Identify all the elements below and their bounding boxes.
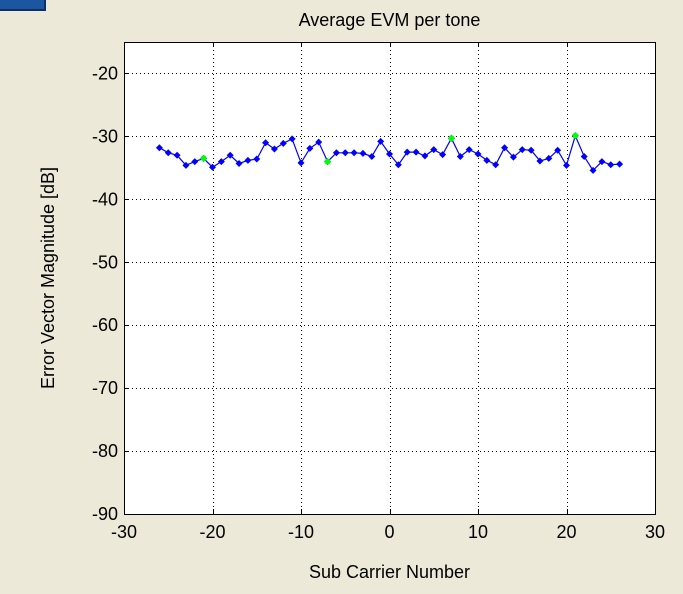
y-tick-label: -50 [92, 252, 118, 272]
data-point [403, 148, 411, 156]
data-point [173, 151, 181, 159]
axis-ticks: -30 -20 -10 0 10 20 30 -90 -80 -70 -60 -50 -40 -30 -20 [92, 42, 665, 542]
grid [124, 42, 655, 514]
data-point [341, 149, 349, 157]
data-point [209, 163, 216, 171]
data-point [518, 146, 526, 154]
data-point [226, 151, 234, 159]
y-tick-label: -60 [92, 315, 118, 335]
data-point [492, 161, 500, 169]
data-point [253, 155, 261, 163]
y-tick-label: -90 [92, 504, 118, 524]
series-layer [155, 132, 624, 174]
x-tick-label: 0 [384, 522, 394, 542]
data-point [377, 137, 385, 145]
chart-title: Average EVM per tone [299, 10, 481, 30]
data-point [155, 144, 163, 152]
data-point [580, 153, 588, 161]
data-point [465, 146, 473, 154]
data-point [563, 161, 570, 169]
pilot-point [572, 132, 579, 139]
data-point [545, 154, 553, 162]
x-tick-label: 20 [556, 522, 576, 542]
data-point [501, 144, 509, 152]
data-point [332, 149, 340, 157]
data-point [430, 146, 438, 154]
data-point [191, 158, 199, 166]
data-point [279, 139, 287, 147]
x-tick-label: 10 [468, 522, 488, 542]
x-tick-label: -10 [288, 522, 314, 542]
y-axis-label: Error Vector Magnitude [dB] [38, 167, 58, 389]
data-point [164, 149, 172, 157]
data-point [359, 149, 367, 157]
data-point [536, 157, 544, 165]
data-point [350, 149, 358, 157]
window-corner-widget [0, 0, 46, 11]
plot-frame [124, 42, 656, 515]
data-point [217, 158, 225, 166]
y-tick-label: -20 [92, 63, 118, 83]
data-point [421, 152, 429, 160]
data-point [616, 160, 624, 168]
data-point [589, 166, 597, 174]
data-point [270, 145, 278, 153]
data-point [527, 146, 535, 154]
x-axis-label: Sub Carrier Number [309, 562, 470, 582]
x-tick-label: -20 [199, 522, 225, 542]
data-point [182, 161, 190, 169]
x-tick-label: 30 [645, 522, 665, 542]
data-point [306, 144, 314, 152]
data-point [439, 151, 447, 159]
y-tick-label: -70 [92, 378, 118, 398]
plot-area [124, 42, 655, 514]
y-tick-label: -40 [92, 189, 118, 209]
data-point [262, 139, 270, 147]
data-point [386, 150, 393, 158]
data-point [288, 135, 296, 143]
data-point [368, 153, 376, 161]
data-point [554, 146, 562, 154]
y-tick-label: -30 [92, 126, 118, 146]
pilot-point [324, 158, 331, 165]
data-point [483, 156, 491, 164]
data-point [509, 153, 517, 161]
data-point [456, 153, 464, 161]
data-point [235, 159, 243, 167]
data-point [315, 138, 323, 146]
pilot-point [448, 135, 455, 142]
data-point [297, 159, 305, 167]
data-point [412, 148, 420, 156]
data-point [244, 156, 252, 164]
pilot-point [200, 155, 207, 162]
y-tick-label: -80 [92, 441, 118, 461]
data-point [607, 161, 615, 169]
x-tick-label: -30 [111, 522, 137, 542]
data-point [598, 158, 606, 166]
data-point [474, 150, 482, 158]
data-point [394, 161, 402, 169]
